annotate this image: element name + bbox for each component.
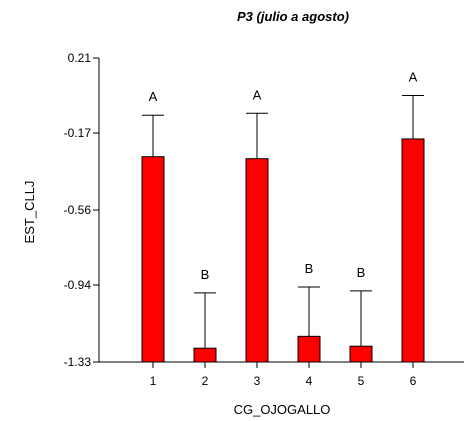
x-tick-label: 6 <box>410 374 417 388</box>
group-letter: B <box>305 261 314 276</box>
x-tick-label: 1 <box>150 374 157 388</box>
y-tick-label: -1.33 <box>64 355 92 369</box>
chart-title: P3 (julio a agosto) <box>237 9 349 24</box>
bar <box>401 138 425 363</box>
y-axis-label: EST_CLLJ <box>22 181 37 244</box>
bars <box>141 138 425 363</box>
x-axis-label: CG_OJOGALLO <box>234 402 331 417</box>
bar <box>193 347 217 363</box>
x-tick-label: 5 <box>358 374 365 388</box>
bar <box>141 156 165 363</box>
y-ticks: 0.21 -0.17 -0.56 -0.94 -1.33 <box>64 51 99 369</box>
bar <box>349 345 373 363</box>
group-letters: A B A B B A <box>149 70 418 282</box>
y-tick-label: -0.56 <box>64 203 92 217</box>
group-letter: A <box>409 70 418 85</box>
y-tick-label: -0.94 <box>64 278 92 292</box>
x-ticks: 1 2 3 4 5 6 <box>150 362 417 388</box>
x-tick-label: 4 <box>306 374 313 388</box>
y-tick-label: 0.21 <box>68 51 92 65</box>
group-letter: A <box>253 87 262 102</box>
group-letter: B <box>357 265 366 280</box>
x-tick-label: 2 <box>202 374 209 388</box>
error-bars <box>142 95 424 349</box>
group-letter: A <box>149 89 158 104</box>
bar <box>245 158 269 363</box>
y-tick-label: -0.17 <box>64 126 92 140</box>
bar <box>297 335 321 363</box>
x-tick-label: 3 <box>254 374 261 388</box>
group-letter: B <box>201 267 210 282</box>
